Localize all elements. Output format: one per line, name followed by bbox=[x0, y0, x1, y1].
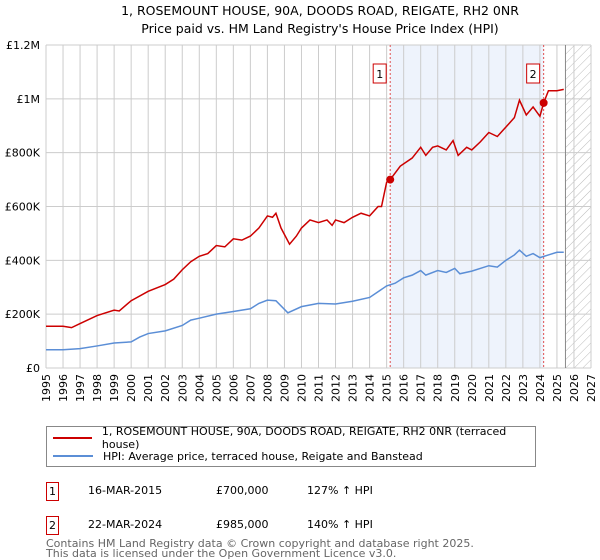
legend: 1, ROSEMOUNT HOUSE, 90A, DOODS ROAD, REI… bbox=[46, 425, 536, 467]
legend-item-property: 1, ROSEMOUNT HOUSE, 90A, DOODS ROAD, REI… bbox=[53, 425, 535, 451]
x-tick-label: 2012 bbox=[330, 374, 343, 402]
y-tick-label: £200K bbox=[5, 308, 41, 321]
x-tick-label: 1996 bbox=[57, 374, 70, 402]
x-tick-label: 2000 bbox=[125, 374, 138, 402]
sale-price: £985,000 bbox=[216, 518, 269, 531]
x-tick-label: 2004 bbox=[193, 374, 206, 402]
x-tick-label: 2020 bbox=[466, 374, 479, 402]
x-tick-label: 2008 bbox=[261, 374, 274, 402]
x-tick-label: 2021 bbox=[483, 374, 496, 402]
legend-label: HPI: Average price, terraced house, Reig… bbox=[103, 449, 423, 463]
chart-title: 1, ROSEMOUNT HOUSE, 90A, DOODS ROAD, REI… bbox=[121, 3, 519, 18]
x-tick-label: 1999 bbox=[108, 374, 121, 402]
x-tick-label: 2023 bbox=[517, 374, 530, 402]
x-tick-label: 2014 bbox=[364, 374, 377, 402]
footer-copyright: Contains HM Land Registry data © Crown c… bbox=[46, 537, 474, 550]
legend-item-hpi: HPI: Average price, terraced house, Reig… bbox=[53, 448, 423, 464]
footer-licence: This data is licensed under the Open Gov… bbox=[46, 547, 397, 560]
sale-hpi: 127% ↑ HPI bbox=[307, 484, 373, 497]
x-tick-label: 2025 bbox=[551, 374, 564, 402]
y-tick-label: £0 bbox=[26, 362, 40, 375]
chart-subtitle: Price paid vs. HM Land Registry's House … bbox=[141, 21, 498, 36]
x-tick-label: 2015 bbox=[381, 374, 394, 402]
sale-price: £700,000 bbox=[216, 484, 269, 497]
x-tick-label: 1998 bbox=[91, 374, 104, 402]
y-tick-label: £600K bbox=[5, 201, 41, 214]
x-tick-label: 2009 bbox=[278, 374, 291, 402]
sale-marker-box: 1 bbox=[46, 482, 59, 501]
x-tick-label: 2010 bbox=[295, 374, 308, 402]
price-chart: 1, ROSEMOUNT HOUSE, 90A, DOODS ROAD, REI… bbox=[5, 3, 598, 402]
x-tick-label: 1995 bbox=[40, 374, 53, 402]
x-tick-label: 2005 bbox=[210, 374, 223, 402]
x-tick-label: 2003 bbox=[176, 374, 189, 402]
series-line bbox=[46, 249, 564, 351]
x-tick-label: 2026 bbox=[568, 374, 581, 402]
legend-swatch-red bbox=[53, 437, 92, 439]
sale-marker-box: 2 bbox=[46, 516, 59, 535]
legend-label: 1, ROSEMOUNT HOUSE, 90A, DOODS ROAD, REI… bbox=[101, 425, 507, 451]
x-tick-label: 2002 bbox=[159, 374, 172, 402]
sale-label: 2 bbox=[530, 68, 537, 81]
x-tick-label: 2001 bbox=[142, 374, 155, 402]
x-tick-label: 2006 bbox=[227, 374, 240, 402]
legend-swatch-blue bbox=[53, 455, 93, 457]
sale-label-box bbox=[372, 63, 387, 84]
x-tick-label: 2024 bbox=[534, 374, 547, 402]
series-line bbox=[46, 88, 564, 329]
x-tick-label: 2007 bbox=[244, 374, 257, 402]
x-tick-label: 2027 bbox=[585, 374, 598, 402]
sale-point bbox=[539, 98, 548, 107]
x-tick-label: 2017 bbox=[415, 374, 428, 402]
sale-label: 1 bbox=[376, 68, 383, 81]
x-tick-label: 2018 bbox=[432, 374, 445, 402]
x-tick-label: 2019 bbox=[449, 374, 462, 402]
sale-point bbox=[386, 175, 395, 184]
sale-date: 16-MAR-2015 bbox=[88, 484, 163, 497]
y-tick-label: £800K bbox=[5, 147, 41, 160]
y-tick-label: £1M bbox=[17, 93, 41, 106]
y-tick-label: £1.2M bbox=[6, 39, 40, 52]
x-tick-label: 2011 bbox=[313, 374, 326, 402]
sale-date: 22-MAR-2024 bbox=[88, 518, 163, 531]
x-tick-label: 2022 bbox=[500, 374, 513, 402]
x-tick-label: 2013 bbox=[347, 374, 360, 402]
x-tick-label: 1997 bbox=[74, 374, 87, 402]
y-tick-label: £400K bbox=[5, 254, 41, 267]
sale-hpi: 140% ↑ HPI bbox=[307, 518, 373, 531]
sale-label-box bbox=[526, 63, 541, 84]
footer: Contains HM Land Registry data © Crown c… bbox=[46, 537, 474, 560]
x-tick-label: 2016 bbox=[398, 374, 411, 402]
